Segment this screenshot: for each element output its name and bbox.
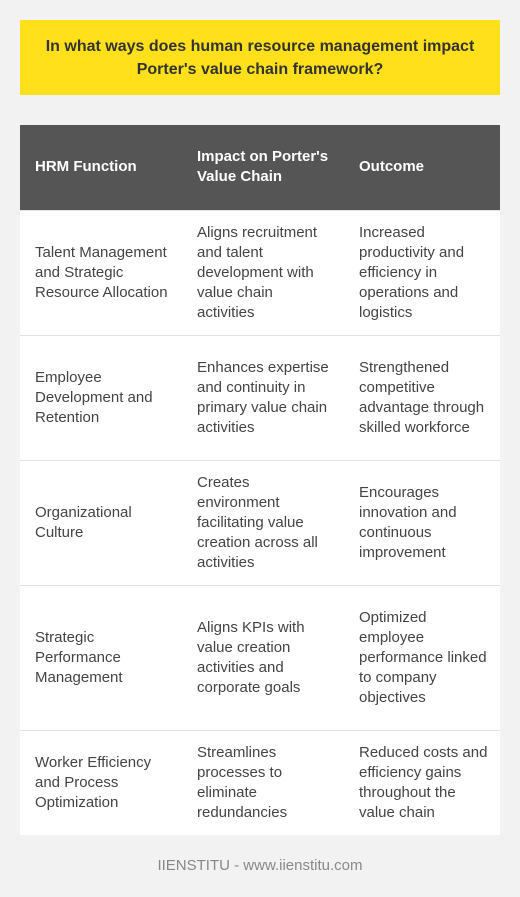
- table-row: Worker Efficiency and Process Optimizati…: [20, 729, 500, 835]
- cell-impact: Aligns KPIs with value creation activiti…: [182, 584, 344, 730]
- cell-hrm-function: Organizational Culture: [20, 459, 182, 585]
- column-header-impact: Impact on Porter's Value Chain: [182, 125, 344, 210]
- hrm-table: HRM Function Impact on Porter's Value Ch…: [20, 125, 500, 835]
- table-header-row: HRM Function Impact on Porter's Value Ch…: [20, 125, 500, 210]
- footer-credit: IIENSTITU - www.iienstitu.com: [157, 857, 363, 874]
- cell-impact: Streamlines processes to eliminate redun…: [182, 729, 344, 835]
- table-row: Employee Development and Retention Enhan…: [20, 334, 500, 460]
- cell-outcome: Reduced costs and efficiency gains throu…: [344, 729, 500, 835]
- cell-hrm-function: Employee Development and Retention: [20, 334, 182, 460]
- table-row: Strategic Performance Management Aligns …: [20, 584, 500, 730]
- cell-hrm-function: Strategic Performance Management: [20, 584, 182, 730]
- cell-outcome: Increased productivity and efficiency in…: [344, 209, 500, 335]
- cell-impact: Enhances expertise and continuity in pri…: [182, 334, 344, 460]
- title-banner: In what ways does human resource managem…: [20, 20, 500, 95]
- cell-outcome: Optimized employee performance linked to…: [344, 584, 500, 730]
- cell-outcome: Encourages innovation and continuous imp…: [344, 459, 500, 585]
- cell-hrm-function: Worker Efficiency and Process Optimizati…: [20, 729, 182, 835]
- table-row: Talent Management and Strategic Resource…: [20, 209, 500, 335]
- cell-hrm-function: Talent Management and Strategic Resource…: [20, 209, 182, 335]
- table-row: Organizational Culture Creates environme…: [20, 459, 500, 585]
- column-header-hrm-function: HRM Function: [20, 125, 182, 210]
- cell-impact: Creates environment facilitating value c…: [182, 459, 344, 585]
- cell-impact: Aligns recruitment and talent developmen…: [182, 209, 344, 335]
- column-header-outcome: Outcome: [344, 125, 500, 210]
- page-title: In what ways does human resource managem…: [45, 37, 475, 78]
- cell-outcome: Strengthened competitive advantage throu…: [344, 334, 500, 460]
